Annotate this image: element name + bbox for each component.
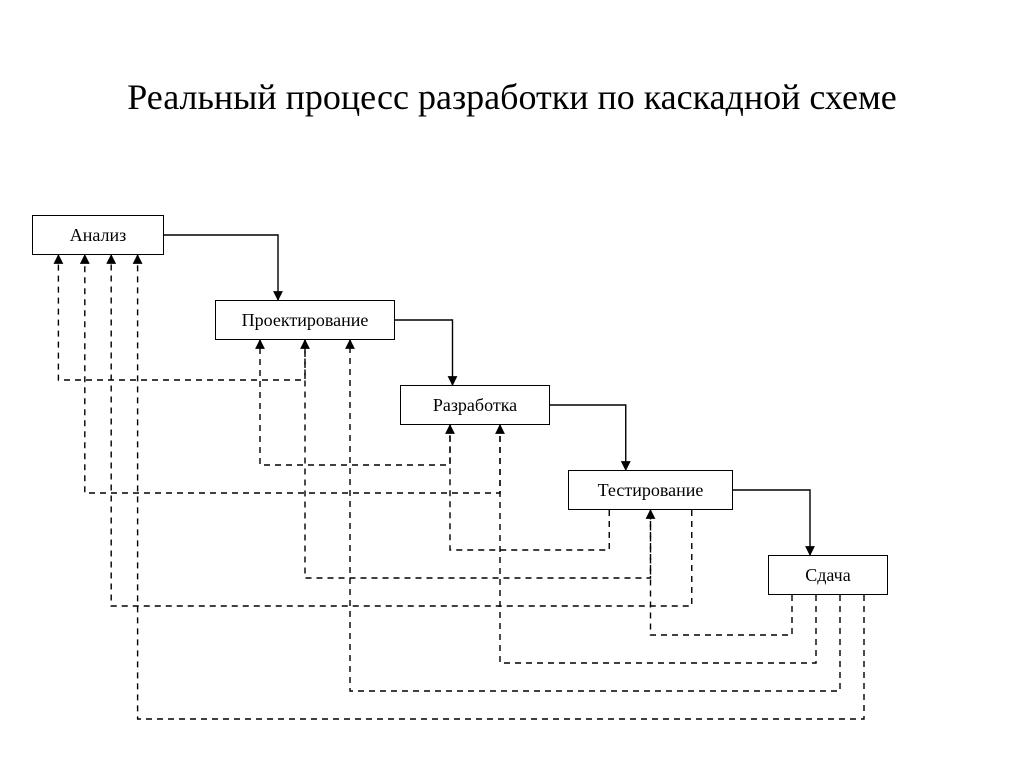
flowchart-node-n4: Тестирование — [568, 470, 733, 510]
flowchart-node-n2: Проектирование — [215, 300, 395, 340]
diagram-edges — [0, 0, 1024, 767]
flowchart-node-n1: Анализ — [32, 215, 164, 255]
flowchart-node-n3: Разработка — [400, 385, 550, 425]
flowchart-node-n5: Сдача — [768, 555, 888, 595]
